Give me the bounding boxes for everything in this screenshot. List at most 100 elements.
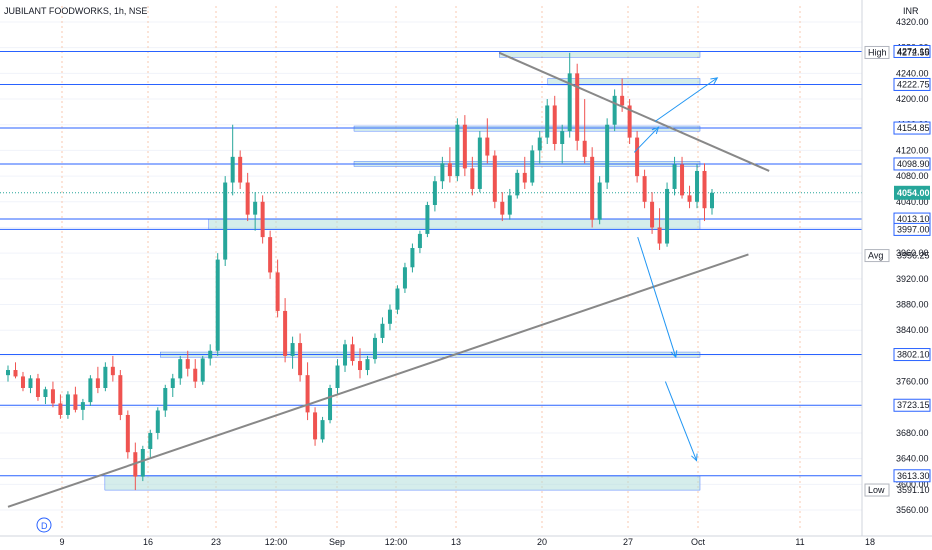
marker-label: Avg [868, 251, 883, 261]
candle-body [530, 150, 535, 183]
trend-line[interactable] [498, 51, 770, 172]
y-tick-label: 3640.00 [896, 454, 929, 464]
marker-value: 3591.10 [897, 485, 930, 495]
price-tag [893, 44, 931, 58]
marker-label-box [864, 483, 890, 497]
candle-body [170, 378, 175, 388]
y-tick-label: 3880.00 [896, 300, 929, 310]
price-tag [893, 222, 931, 236]
y-tick-label: 3600.00 [896, 479, 929, 489]
candle-body [672, 164, 677, 189]
price-tag-label: 4154.85 [897, 123, 930, 133]
candle-body [358, 361, 362, 371]
y-tick-label: 4240.00 [896, 68, 929, 78]
candle-body [620, 95, 625, 106]
candle-body [283, 310, 288, 356]
arrow-line[interactable] [637, 236, 677, 358]
y-tick-label: 3840.00 [896, 325, 929, 335]
candle-body [387, 309, 392, 324]
candle-body [275, 272, 280, 311]
price-tags: 4274.10 4222.75 4154.85 4098.90 4013.103997.… [864, 44, 931, 497]
y-tick-label: 3680.00 [896, 428, 929, 438]
candle-body [223, 182, 228, 260]
candle-body [58, 403, 63, 415]
candle-body [455, 124, 460, 177]
marker-label: Low [868, 485, 885, 495]
candle-body [73, 394, 78, 410]
candle-body [597, 182, 602, 220]
arrow-line[interactable] [664, 381, 698, 461]
price-tag-label: 4013.10 [897, 214, 930, 224]
price-tag-label: 3723.15 [897, 400, 930, 410]
candle-body [178, 359, 183, 379]
candle-body [605, 124, 610, 183]
candle-body [230, 156, 235, 183]
price-tag [893, 348, 931, 362]
trend-line[interactable] [7, 253, 749, 508]
price-tag [893, 398, 931, 412]
candle-body [320, 420, 325, 440]
candle-body [567, 73, 572, 132]
candle-body [560, 131, 565, 144]
dividend-marker[interactable]: D [36, 517, 52, 533]
candle-body [470, 168, 475, 189]
arrow-line[interactable] [654, 77, 718, 122]
candle-body [417, 233, 422, 249]
marker-value: 3956.25 [897, 251, 930, 261]
y-tick-label: 4040.00 [896, 197, 929, 207]
candle-body [395, 288, 400, 310]
marker-label-box [864, 45, 890, 59]
current-price-tag [894, 185, 930, 200]
candle-body [365, 359, 370, 371]
candle-body [200, 358, 205, 382]
trend-lines [7, 51, 770, 508]
candle-body [500, 201, 505, 215]
candle-body [702, 170, 707, 209]
y-tick-label: 4200.00 [896, 94, 929, 104]
candle-body [545, 105, 550, 138]
candle-body [148, 432, 153, 449]
candle-body [110, 366, 115, 376]
price-tag-label: 4274.10 [897, 46, 930, 56]
candle-body [350, 344, 355, 362]
price-tag-label: 3802.10 [897, 350, 930, 360]
candle-body [13, 370, 18, 377]
candle-body [650, 201, 655, 228]
candle-body [118, 375, 123, 415]
price-tag-label: 3613.30 [897, 471, 930, 481]
candle-body [268, 237, 273, 273]
x-tick-label: 27 [623, 537, 633, 547]
candle-body [552, 105, 557, 144]
candle-body [95, 378, 100, 388]
candle-body [695, 170, 700, 202]
candle-body [635, 137, 640, 177]
zone-box [104, 475, 701, 491]
candle-body [163, 388, 168, 411]
y-tick-label: 4320.00 [896, 17, 929, 27]
candle-body [335, 365, 340, 388]
x-tick-label: 18 [865, 537, 875, 547]
candle-body [80, 402, 85, 410]
price-tag [893, 157, 931, 171]
zone-box [353, 125, 701, 132]
candle-body [402, 267, 407, 289]
levels [0, 50, 862, 477]
candle-body [665, 188, 670, 244]
marker-label: High [868, 47, 887, 57]
candle-body [485, 137, 490, 156]
candle-body [582, 140, 587, 157]
time-axis[interactable]: 9 16 23 12:00 Sep 12:00 13 20 27 Oct 11 18 [0, 535, 932, 547]
candle-body [477, 137, 482, 189]
candle-body [612, 95, 617, 125]
candle-body [305, 375, 310, 413]
candle-body [208, 350, 213, 359]
candle-body [432, 181, 437, 205]
candle-body [590, 156, 595, 220]
candle-body [260, 201, 265, 238]
x-tick-label: 12:00 [265, 537, 288, 547]
arrow-line[interactable] [633, 126, 659, 153]
chart-title: JUBILANT FOODWORKS, 1h, NSE [4, 6, 147, 16]
arrow-head [651, 126, 660, 135]
